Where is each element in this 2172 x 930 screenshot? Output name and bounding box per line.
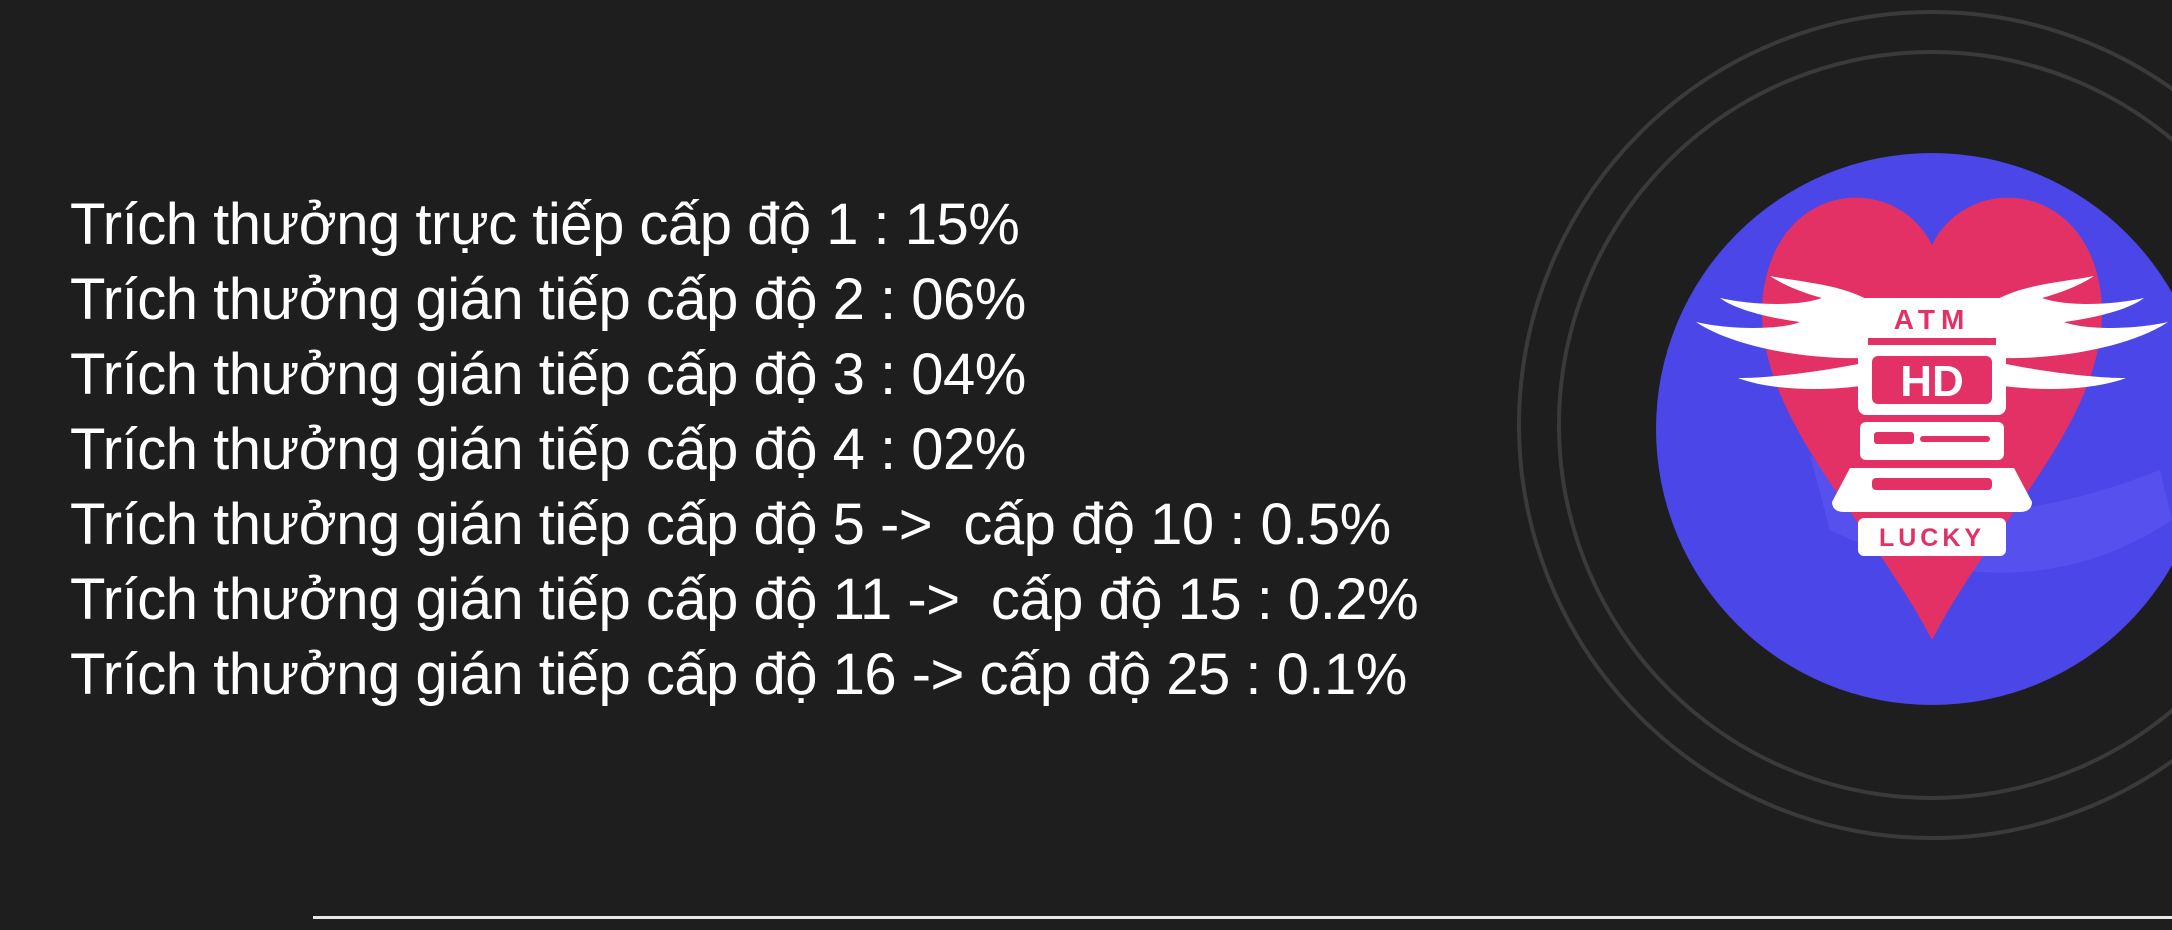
logo-lucky-text: LUCKY	[1879, 524, 1985, 552]
reward-line-level-11-15: Trích thưởng gián tiếp cấp độ 11 -> cấp …	[70, 567, 1419, 632]
reward-line-level-3: Trích thưởng gián tiếp cấp độ 3 : 04%	[70, 342, 1026, 407]
reward-line-level-2: Trích thưởng gián tiếp cấp độ 2 : 06%	[70, 267, 1026, 332]
reward-line-level-16-25: Trích thưởng gián tiếp cấp độ 16 -> cấp …	[70, 642, 1407, 707]
atm-machine-icon: ATM HD LUCKY	[1832, 298, 2032, 556]
reward-line-level-1: Trích thưởng trực tiếp cấp độ 1 : 15%	[70, 192, 1020, 257]
inner-ring	[1557, 50, 2172, 800]
logo-hd-text: HD	[1900, 357, 1964, 406]
decorative-rings: ATM HD LUCKY	[1517, 10, 2172, 840]
logo-atm-text: ATM	[1894, 304, 1971, 335]
outer-ring	[1517, 10, 2172, 840]
reward-rate-list: Trích thưởng trực tiếp cấp độ 1 : 15% Tr…	[70, 187, 1419, 712]
atm-hd-lucky-logo: ATM HD LUCKY	[1656, 153, 2172, 705]
bottom-divider	[313, 916, 2172, 919]
left-wing-icon	[1696, 276, 1868, 390]
reward-line-level-4: Trích thưởng gián tiếp cấp độ 4 : 02%	[70, 417, 1026, 482]
right-wing-icon	[1996, 276, 2168, 390]
reward-line-level-5-10: Trích thưởng gián tiếp cấp độ 5 -> cấp đ…	[70, 492, 1391, 557]
